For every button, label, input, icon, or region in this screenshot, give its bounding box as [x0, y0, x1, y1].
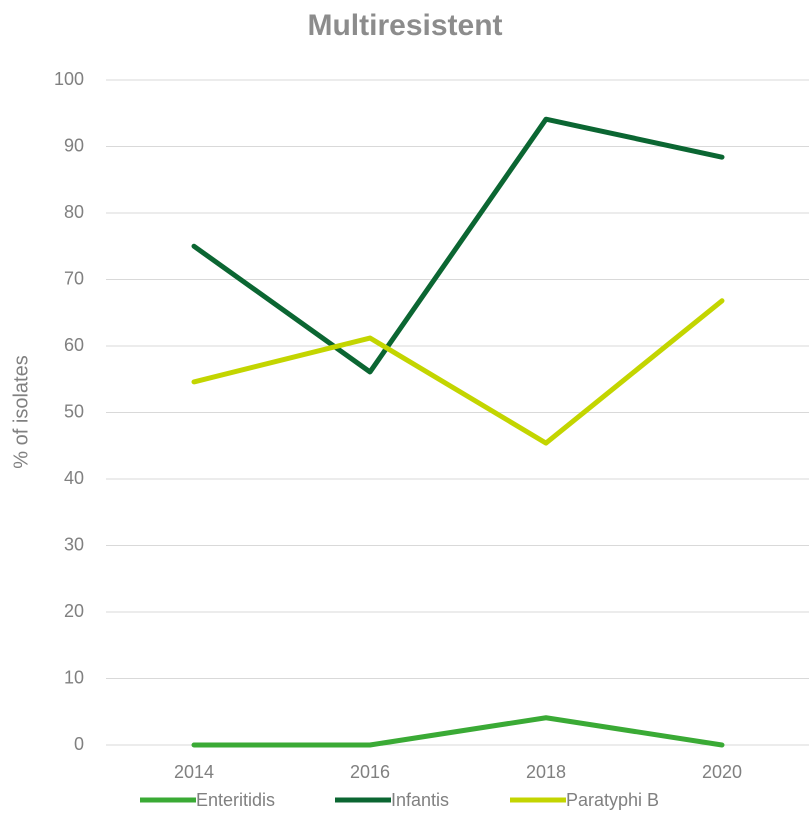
- y-tick-label: 40: [64, 468, 84, 488]
- legend-label: Infantis: [391, 790, 449, 810]
- y-axis-label: % of isolates: [10, 355, 32, 468]
- y-tick-label: 0: [74, 734, 84, 754]
- series-line: [191, 298, 725, 446]
- y-tick-label: 50: [64, 401, 84, 421]
- x-tick-label: 2018: [526, 762, 566, 782]
- chart-title: Multiresistent: [307, 9, 502, 42]
- y-tick-label: 10: [64, 667, 84, 687]
- series-line: [191, 116, 725, 375]
- y-tick-label: 80: [64, 202, 84, 222]
- legend-label: Enteritidis: [196, 790, 275, 810]
- x-tick-label: 2016: [350, 762, 390, 782]
- series-line: [191, 715, 725, 748]
- y-tick-label: 70: [64, 268, 84, 288]
- y-tick-label: 20: [64, 601, 84, 621]
- y-tick-label: 30: [64, 534, 84, 554]
- y-tick-label: 100: [54, 69, 84, 89]
- y-tick-label: 60: [64, 335, 84, 355]
- x-tick-label: 2020: [702, 762, 742, 782]
- legend-label: Paratyphi B: [566, 790, 659, 810]
- y-tick-label: 90: [64, 135, 84, 155]
- x-tick-label: 2014: [174, 762, 214, 782]
